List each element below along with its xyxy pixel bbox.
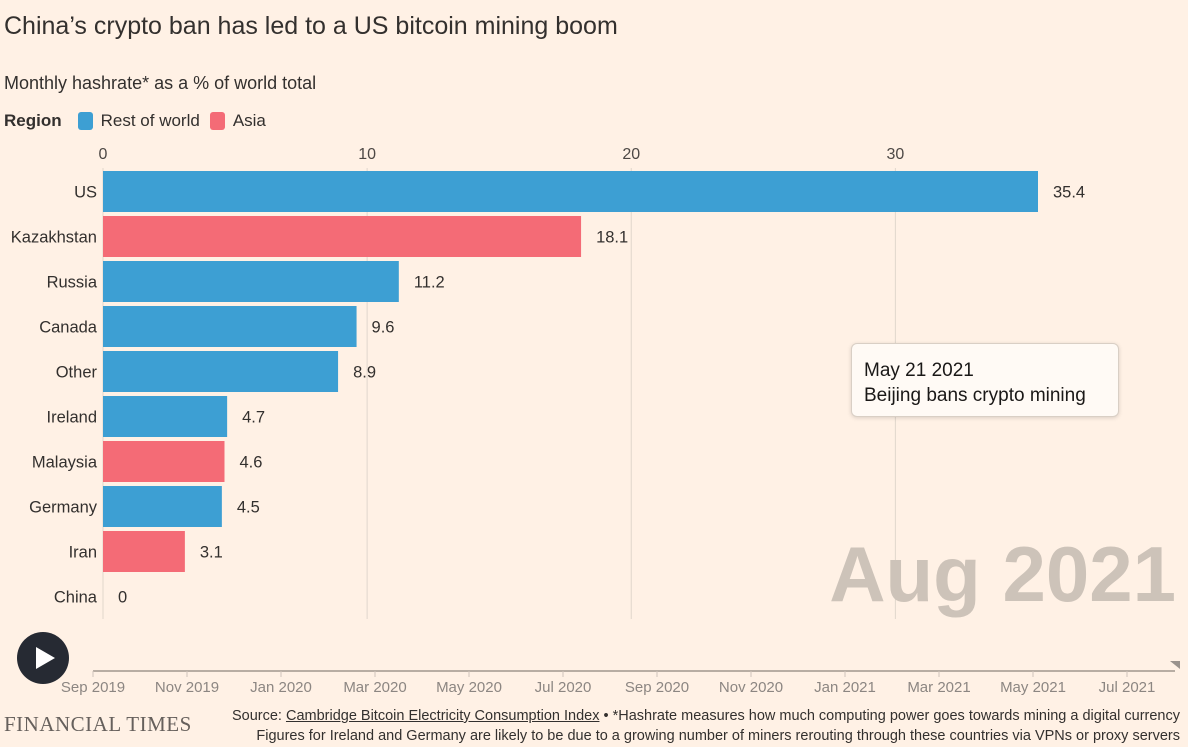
legend-label-asia: Asia [232, 111, 266, 130]
value-label: 3.1 [200, 544, 223, 562]
bar [103, 171, 1038, 212]
play-icon [36, 647, 55, 669]
value-label: 8.9 [353, 364, 376, 382]
bar [103, 531, 185, 572]
category-label: Kazakhstan [11, 229, 97, 247]
category-label: China [54, 589, 98, 607]
timeline-label: Nov 2019 [155, 679, 219, 696]
legend-swatch-rest-of-world [77, 112, 93, 130]
category-label: Canada [39, 319, 98, 337]
source-prefix: Source: [231, 708, 286, 724]
value-label: 4.7 [242, 409, 265, 427]
x-tick-label: 10 [358, 146, 376, 163]
bar [103, 351, 339, 392]
bar [103, 216, 582, 257]
category-label: Iran [69, 544, 97, 562]
current-period-label: Aug 2021 [829, 530, 1176, 618]
bar [103, 486, 222, 527]
timeline-label: Jul 2021 [1099, 679, 1156, 696]
timeline-label: Nov 2020 [719, 679, 783, 696]
category-label: Other [56, 364, 98, 382]
source-note: Source: Cambridge Bitcoin Electricity Co… [232, 706, 1180, 746]
play-button[interactable] [17, 632, 69, 684]
annotation-date: May 21 2021 [864, 360, 974, 381]
legend-label-rest-of-world: Rest of world [100, 111, 200, 130]
bar [103, 441, 225, 482]
chart-title: China’s crypto ban has led to a US bitco… [4, 12, 618, 40]
value-label: 18.1 [596, 229, 628, 247]
bar [103, 261, 399, 302]
bar [103, 306, 357, 347]
footer: FINANCIAL TIMES Source: Cambridge Bitcoi… [4, 703, 1184, 747]
timeline-label: Jan 2020 [250, 679, 312, 696]
timeline-label: May 2021 [1000, 679, 1066, 696]
source-link[interactable]: Cambridge Bitcoin Electricity Consumptio… [285, 708, 600, 724]
timeline-scrubber[interactable]: Sep 2019 Nov 2019 Jan 2020 Mar 2020 May 2020… [0, 660, 1188, 700]
legend-title: Region [4, 111, 62, 130]
chart-subtitle: Monthly hashrate* as a % of world total [4, 73, 317, 93]
source-note-1: • *Hashrate measures how much computing … [599, 708, 1180, 724]
value-label: 4.6 [239, 454, 262, 472]
value-label: 9.6 [372, 319, 395, 337]
annotation-text: Beijing bans crypto mining [864, 385, 1086, 406]
value-label: 4.5 [237, 499, 260, 517]
legend-item-asia: Asia [209, 111, 266, 131]
legend-swatch-asia [209, 112, 225, 130]
timeline-label: Jan 2021 [814, 679, 876, 696]
category-label: Malaysia [32, 454, 98, 472]
timeline-handle[interactable] [1170, 661, 1180, 669]
bar [103, 396, 228, 437]
x-tick-label: 20 [622, 146, 640, 163]
category-label: Ireland [47, 409, 97, 427]
value-label: 35.4 [1053, 184, 1085, 202]
timeline-label: Mar 2021 [907, 679, 970, 696]
legend-item-rest-of-world: Rest of world [77, 111, 200, 131]
x-tick-label: 0 [99, 146, 108, 163]
bar-chart: 0 10 20 30 US 35.4 Kazakhstan 18.1 Russia 11.2 Can… [11, 146, 1085, 619]
timeline-label: Jul 2020 [535, 679, 592, 696]
annotation-box: May 21 2021 Beijing bans crypto mining [851, 343, 1119, 417]
value-label: 0 [118, 589, 127, 607]
timeline-label: Mar 2020 [343, 679, 406, 696]
category-label: Germany [29, 499, 98, 517]
category-label: US [74, 184, 97, 202]
source-line-1: Source: Cambridge Bitcoin Electricity Co… [232, 706, 1180, 726]
category-label: Russia [47, 274, 98, 292]
timeline-label: Sep 2020 [625, 679, 689, 696]
ft-logo: FINANCIAL TIMES [4, 712, 192, 736]
source-note-2: Figures for Ireland and Germany are like… [256, 728, 1180, 744]
timeline-label: Sep 2019 [61, 679, 125, 696]
x-tick-label: 30 [886, 146, 904, 163]
legend: Region Rest of world Asia [4, 111, 276, 131]
value-label: 11.2 [414, 274, 445, 292]
timeline-label: May 2020 [436, 679, 502, 696]
